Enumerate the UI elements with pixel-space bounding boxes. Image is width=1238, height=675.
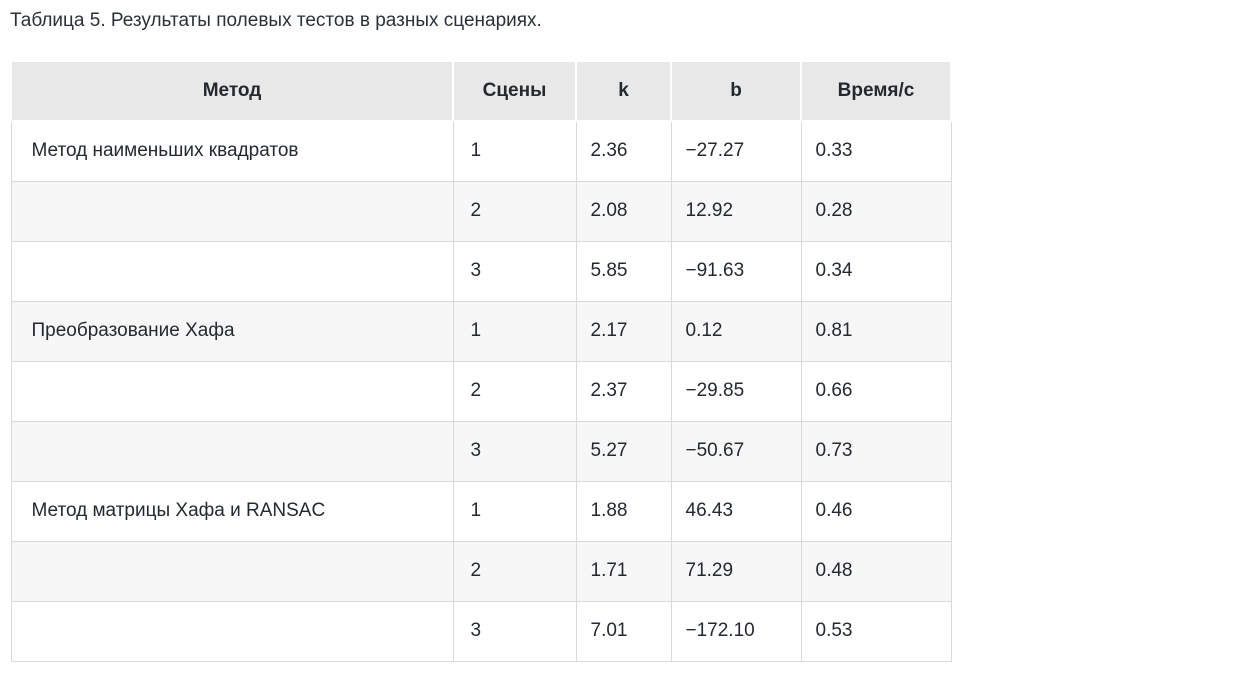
cell-k: 2.08	[575, 180, 672, 242]
table-row: Метод матрицы Хафа и RANSAC 1 1.88 46.43…	[10, 480, 952, 542]
cell-b: 71.29	[670, 540, 802, 602]
cell-time: 0.33	[800, 120, 952, 182]
cell-b: −91.63	[670, 240, 802, 302]
cell-method: Преобразование Хафа	[10, 300, 454, 362]
table-row: Метод наименьших квадратов 1 2.36 −27.27…	[10, 120, 952, 182]
cell-b: −27.27	[670, 120, 802, 182]
cell-b: 12.92	[670, 180, 802, 242]
cell-method	[10, 420, 454, 482]
cell-scene: 3	[452, 420, 577, 482]
cell-method	[10, 240, 454, 302]
header-cell-k: k	[575, 60, 672, 122]
cell-scene: 3	[452, 240, 577, 302]
table-row: 2 2.37 −29.85 0.66	[10, 360, 952, 422]
cell-scene: 2	[452, 180, 577, 242]
table-row: 3 5.27 −50.67 0.73	[10, 420, 952, 482]
table-caption: Таблица 5. Результаты полевых тестов в р…	[10, 10, 542, 31]
header-cell-method: Метод	[10, 60, 454, 122]
cell-time: 0.73	[800, 420, 952, 482]
table-row: 3 7.01 −172.10 0.53	[10, 600, 952, 662]
cell-scene: 1	[452, 300, 577, 362]
header-cell-scenes: Сцены	[452, 60, 577, 122]
cell-k: 2.36	[575, 120, 672, 182]
cell-scene: 2	[452, 540, 577, 602]
cell-k: 5.85	[575, 240, 672, 302]
table-row: Преобразование Хафа 1 2.17 0.12 0.81	[10, 300, 952, 362]
cell-b: 0.12	[670, 300, 802, 362]
cell-k: 1.71	[575, 540, 672, 602]
cell-k: 2.37	[575, 360, 672, 422]
cell-scene: 1	[452, 480, 577, 542]
cell-b: 46.43	[670, 480, 802, 542]
header-cell-b: b	[670, 60, 802, 122]
results-table: Метод Сцены k b Время/с Метод наименьших…	[10, 60, 952, 662]
cell-b: −172.10	[670, 600, 802, 662]
cell-time: 0.81	[800, 300, 952, 362]
cell-method	[10, 540, 454, 602]
cell-time: 0.48	[800, 540, 952, 602]
cell-scene: 2	[452, 360, 577, 422]
cell-k: 2.17	[575, 300, 672, 362]
cell-time: 0.28	[800, 180, 952, 242]
cell-time: 0.53	[800, 600, 952, 662]
cell-time: 0.34	[800, 240, 952, 302]
cell-k: 5.27	[575, 420, 672, 482]
cell-scene: 1	[452, 120, 577, 182]
cell-b: −50.67	[670, 420, 802, 482]
cell-k: 7.01	[575, 600, 672, 662]
cell-method: Метод матрицы Хафа и RANSAC	[10, 480, 454, 542]
cell-time: 0.66	[800, 360, 952, 422]
table-row: 2 2.08 12.92 0.28	[10, 180, 952, 242]
cell-scene: 3	[452, 600, 577, 662]
cell-method	[10, 180, 454, 242]
table-row: 2 1.71 71.29 0.48	[10, 540, 952, 602]
cell-method	[10, 600, 454, 662]
cell-method: Метод наименьших квадратов	[10, 120, 454, 182]
header-cell-time: Время/с	[800, 60, 952, 122]
header-row: Метод Сцены k b Время/с	[10, 60, 952, 122]
cell-k: 1.88	[575, 480, 672, 542]
cell-time: 0.46	[800, 480, 952, 542]
cell-method	[10, 360, 454, 422]
table-row: 3 5.85 −91.63 0.34	[10, 240, 952, 302]
cell-b: −29.85	[670, 360, 802, 422]
